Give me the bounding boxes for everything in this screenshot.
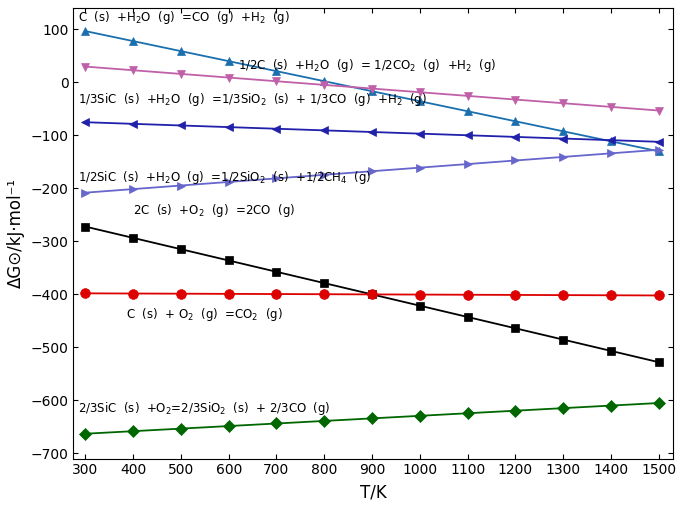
Y-axis label: ΔG⊙/kJ·mol⁻¹: ΔG⊙/kJ·mol⁻¹ [7, 178, 25, 289]
Text: 1/3SiC  (s)  +H$_2$O  (g)  =1/3SiO$_2$  (s)  + 1/3CO  (g)  +H$_2$  (g): 1/3SiC (s) +H$_2$O (g) =1/3SiO$_2$ (s) +… [78, 91, 427, 108]
Text: C  (s)  +H$_2$O  (g)  =CO  (g)  +H$_2$  (g): C (s) +H$_2$O (g) =CO (g) +H$_2$ (g) [78, 9, 290, 26]
Text: C  (s)  + O$_2$  (g)  =CO$_2$  (g): C (s) + O$_2$ (g) =CO$_2$ (g) [126, 305, 283, 323]
Text: 2/3SiC  (s)  +O$_2$=2/3SiO$_2$  (s)  + 2/3CO  (g): 2/3SiC (s) +O$_2$=2/3SiO$_2$ (s) + 2/3CO… [78, 400, 331, 417]
Text: 1/2C  (s)  +H$_2$O  (g)  = 1/2CO$_2$  (g)  +H$_2$  (g): 1/2C (s) +H$_2$O (g) = 1/2CO$_2$ (g) +H$… [238, 57, 497, 74]
Text: 2C  (s)  +O$_2$  (g)  =2CO  (g): 2C (s) +O$_2$ (g) =2CO (g) [133, 202, 295, 218]
X-axis label: T/K: T/K [360, 483, 386, 501]
Text: 1/2SiC  (s)  +H$_2$O  (g)  =1/2SiO$_2$  (s)  +1/2CH$_4$  (g): 1/2SiC (s) +H$_2$O (g) =1/2SiO$_2$ (s) +… [78, 169, 371, 186]
